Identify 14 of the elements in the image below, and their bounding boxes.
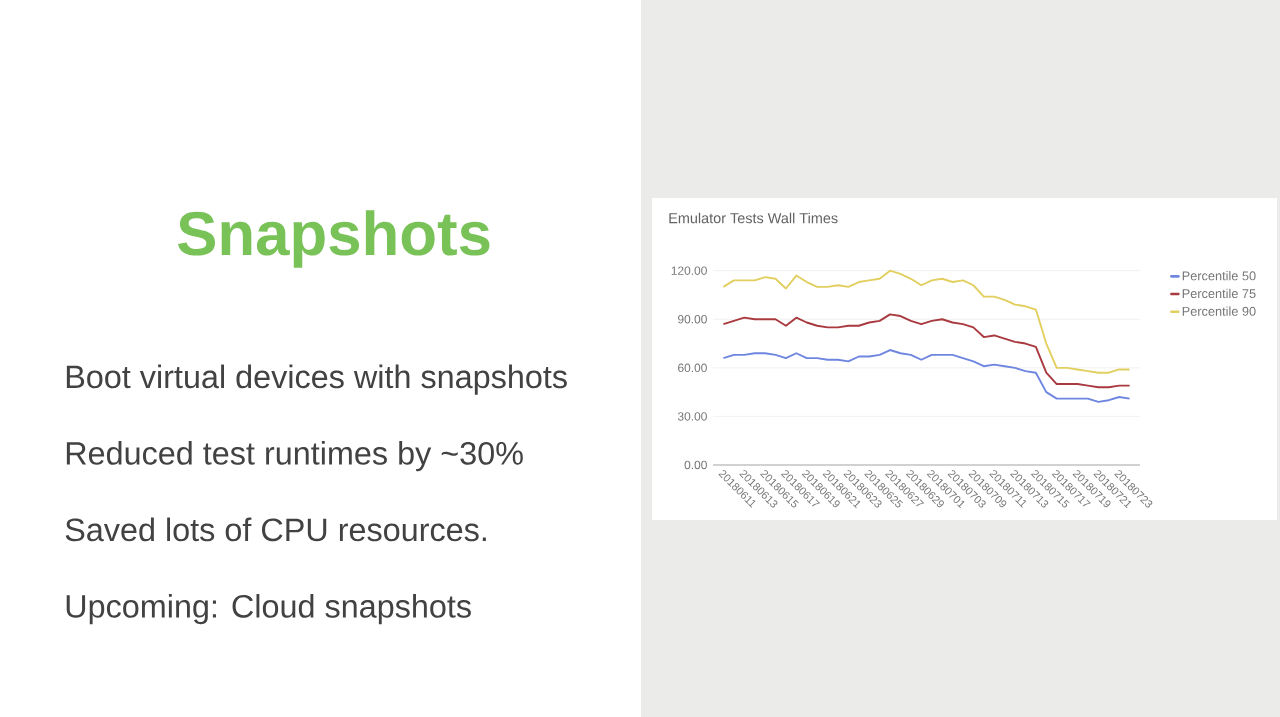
text: Boot virtual devices with snapshots	[66, 364, 567, 395]
legend-label: Percentile 75	[1182, 288, 1256, 299]
legend-label: Percentile 50	[1182, 270, 1256, 281]
y-tick-label: 90.00	[678, 315, 707, 324]
text: Saved lots of CPU resources.	[65, 517, 486, 542]
text: Snapshots	[177, 210, 490, 268]
y-tick-label: 30.00	[677, 412, 707, 421]
chart-title: Emulator Tests Wall Times	[669, 212, 838, 224]
legend-label: Percentile 90	[1182, 306, 1256, 316]
y-tick-label: 120.00	[671, 266, 707, 275]
y-tick-label: 0.00	[684, 460, 707, 470]
y-tick-label: 60.00	[678, 363, 707, 373]
text: Upcoming: Cloud snapshots	[66, 594, 471, 625]
text: Reduced test runtimes by ~30%	[66, 441, 523, 472]
